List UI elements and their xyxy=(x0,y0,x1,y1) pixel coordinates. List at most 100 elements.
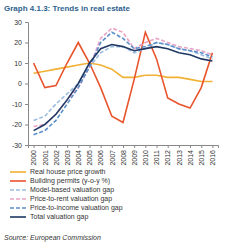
x-tick-label: 2000 xyxy=(30,150,37,166)
x-tick-label: 2008 xyxy=(120,150,127,166)
x-tick-label: 2005 xyxy=(86,150,93,166)
y-tick: -20 xyxy=(12,121,28,128)
legend: Real house price growthBuilding permits … xyxy=(10,168,123,221)
legend-swatch xyxy=(10,207,26,209)
plot: -30 -20 -10 0 10 20 30 2000 2001 2002 2003 2004 2005… xyxy=(12,19,219,166)
legend-item: Total valuation gap xyxy=(10,213,88,221)
y-tick: -10 xyxy=(12,101,28,108)
legend-swatch xyxy=(10,189,26,191)
legend-label: Price-to-income valuation gap xyxy=(30,204,123,212)
y-tick-mark xyxy=(25,63,28,64)
y-tick-label: 30 xyxy=(14,19,22,26)
y-tick-label: 10 xyxy=(14,60,22,67)
x-tick-mark xyxy=(89,145,90,148)
x-tick-mark xyxy=(212,145,213,148)
x-tick: 2002 xyxy=(53,145,60,166)
chart: Graph 4.1.3: Trends in real estate -30 -20… xyxy=(0,0,248,248)
y-tick-mark xyxy=(25,22,28,23)
x-tick: 2009 xyxy=(131,145,138,166)
x-tick-label: 2014 xyxy=(187,150,194,166)
y-tick-label: -20 xyxy=(12,121,22,128)
legend-item: Real house price growth xyxy=(10,168,106,176)
y-tick: -30 xyxy=(12,142,28,149)
legend-item: Price-to-income valuation gap xyxy=(10,204,123,212)
x-tick: 2003 xyxy=(64,145,71,166)
x-tick-mark xyxy=(45,145,46,148)
x-tick-mark xyxy=(201,145,202,148)
y-tick-mark xyxy=(25,84,28,85)
x-tick-label: 2015 xyxy=(198,150,205,166)
y-axis: -30 -20 -10 0 10 20 30 xyxy=(12,19,29,149)
x-tick-label: 2004 xyxy=(75,150,82,166)
x-tick-label: 2007 xyxy=(109,150,116,166)
x-tick-mark xyxy=(179,145,180,148)
x-tick-mark xyxy=(168,145,169,148)
x-tick-mark xyxy=(67,145,68,148)
legend-swatch xyxy=(10,216,26,218)
x-tick-mark xyxy=(157,145,158,148)
y-tick: 0 xyxy=(18,80,28,87)
x-tick-label: 2003 xyxy=(64,150,71,166)
x-axis: 2000 2001 2002 2003 2004 2005 2006 2007 2008 2009… xyxy=(29,145,219,166)
x-tick: 2010 xyxy=(142,145,149,166)
x-tick-label: 2006 xyxy=(97,150,104,166)
x-tick-mark xyxy=(134,145,135,148)
x-tick-label: 2012 xyxy=(164,150,171,166)
source: Source: European Commission xyxy=(4,234,101,242)
x-tick-label: 2001 xyxy=(42,150,49,166)
legend-label: Model-based valuation gap xyxy=(30,186,114,194)
legend-swatch xyxy=(10,180,26,182)
y-axis-line xyxy=(25,23,29,146)
y-tick: 20 xyxy=(14,39,28,46)
y-tick-mark xyxy=(25,43,28,44)
x-axis-line xyxy=(29,146,219,149)
series-line xyxy=(34,63,213,81)
legend-label: Building permits (y-o-y %) xyxy=(30,177,110,185)
x-tick: 2012 xyxy=(164,145,171,166)
y-tick-label: -10 xyxy=(12,101,22,108)
x-tick: 2007 xyxy=(109,145,116,166)
title: Graph 4.1.3: Trends in real estate xyxy=(4,4,130,13)
y-tick-label: 20 xyxy=(14,39,22,46)
x-tick-mark xyxy=(34,145,35,148)
x-tick-mark xyxy=(101,145,102,148)
x-tick-label: 2002 xyxy=(53,150,60,166)
x-tick: 2016 xyxy=(209,145,216,166)
x-tick-mark xyxy=(56,145,57,148)
x-tick-label: 2011 xyxy=(153,150,160,165)
x-tick: 2013 xyxy=(176,145,183,166)
x-tick-label: 2010 xyxy=(142,150,149,166)
y-tick-label: -30 xyxy=(12,142,22,149)
x-tick: 2015 xyxy=(198,145,205,166)
legend-label: Real house price growth xyxy=(30,168,106,176)
x-tick-mark xyxy=(78,145,79,148)
legend-label: Total valuation gap xyxy=(30,213,88,221)
legend-item: Building permits (y-o-y %) xyxy=(10,177,110,185)
x-tick-mark xyxy=(145,145,146,148)
x-tick: 2005 xyxy=(86,145,93,166)
legend-label: Price-to-rent valuation gap xyxy=(30,195,112,203)
x-tick: 2014 xyxy=(187,145,194,166)
x-tick: 2001 xyxy=(42,145,49,166)
y-tick-mark xyxy=(25,125,28,126)
x-tick: 2000 xyxy=(30,145,37,166)
x-tick-label: 2016 xyxy=(209,150,216,166)
x-tick-mark xyxy=(112,145,113,148)
y-tick: 10 xyxy=(14,60,28,67)
x-tick: 2008 xyxy=(120,145,127,166)
x-tick: 2004 xyxy=(75,145,82,166)
y-tick-mark xyxy=(25,145,28,146)
y-tick-mark xyxy=(25,104,28,105)
y-tick: 30 xyxy=(14,19,28,26)
legend-swatch xyxy=(10,198,26,200)
x-tick-mark xyxy=(190,145,191,148)
x-tick: 2006 xyxy=(97,145,104,166)
x-tick-mark xyxy=(123,145,124,148)
series-lines xyxy=(34,28,213,135)
legend-swatch xyxy=(10,171,26,173)
x-tick-label: 2009 xyxy=(131,150,138,166)
series-line xyxy=(34,32,213,135)
x-tick: 2011 xyxy=(153,145,160,165)
x-tick-label: 2013 xyxy=(176,150,183,166)
y-tick-label: 0 xyxy=(18,80,22,87)
